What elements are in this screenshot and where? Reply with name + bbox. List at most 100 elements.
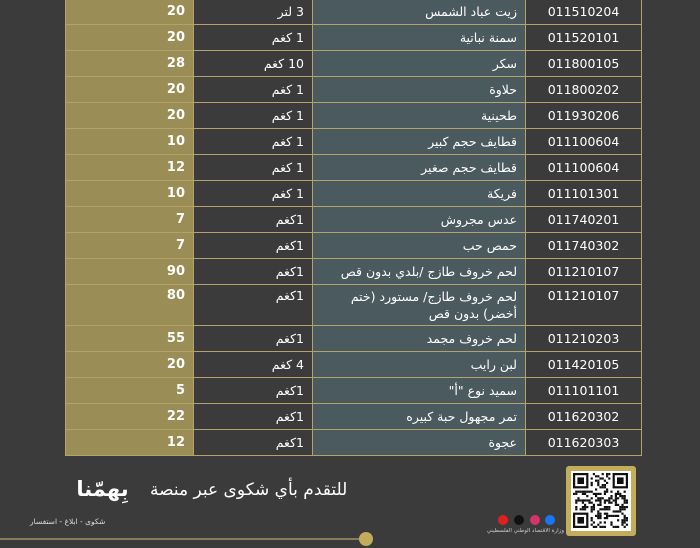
unit-cell: 1 كغم xyxy=(193,76,313,103)
name-cell: سكر xyxy=(312,50,526,77)
price-cell: 12 xyxy=(65,154,194,181)
unit-cell: 3 لتر xyxy=(193,0,313,25)
name-cell: تمر مجهول حبة كبيره xyxy=(312,403,526,430)
qr-module xyxy=(599,497,602,500)
qr-module xyxy=(614,497,617,500)
qr-module xyxy=(621,497,624,500)
price-cell: 20 xyxy=(65,102,194,129)
qr-module xyxy=(573,473,589,489)
qr-module xyxy=(610,497,613,500)
code-cell: 011800105 xyxy=(525,50,642,77)
table-row: 011101301 فريكة 1 كغم 10 xyxy=(65,180,642,207)
qr-module xyxy=(617,490,620,493)
unit-cell: 1كغم xyxy=(193,403,313,430)
code-cell: 011620302 xyxy=(525,403,642,430)
qr-module xyxy=(595,525,598,528)
unit-cell: 1كغم xyxy=(193,377,313,404)
youtube-icon[interactable] xyxy=(498,515,508,525)
table-row: 011210107 لحم خروف طازج/ مستورد (ختم أخضر… xyxy=(65,284,642,326)
name-cell: حلاوة xyxy=(312,76,526,103)
qr-module xyxy=(610,495,613,498)
unit-cell: 1كغم xyxy=(193,429,313,456)
qr-module xyxy=(619,510,622,513)
qr-module xyxy=(608,501,611,504)
qr-module xyxy=(621,523,624,526)
unit-cell: 4 كغم xyxy=(193,351,313,378)
name-cell: زيت عباد الشمس xyxy=(312,0,526,25)
qr-module xyxy=(595,514,598,517)
qr-module xyxy=(590,519,593,522)
qr-module xyxy=(606,473,609,476)
price-cell: 7 xyxy=(65,232,194,259)
qr-module xyxy=(581,501,584,504)
qr-module xyxy=(575,499,578,502)
qr-module xyxy=(579,508,582,511)
qr-module xyxy=(581,499,584,502)
x-icon[interactable] xyxy=(514,515,524,525)
qr-module xyxy=(623,508,626,511)
qr-module xyxy=(590,508,593,511)
facebook-icon[interactable] xyxy=(545,515,555,525)
qr-module xyxy=(588,490,591,493)
qr-module xyxy=(597,497,600,500)
qr-module xyxy=(612,525,615,528)
tagline: شكوى - ابلاغ - استفسار xyxy=(30,517,106,526)
qr-module xyxy=(610,501,613,504)
qr-module xyxy=(581,492,584,495)
qr-module xyxy=(588,499,591,502)
qr-module xyxy=(577,490,580,493)
qr-module xyxy=(621,512,624,515)
qr-module xyxy=(575,508,578,511)
qr-module xyxy=(575,490,578,493)
name-cell: لحم خروف طازج/ مستورد (ختم أخضر) بدون قص xyxy=(312,284,526,326)
qr-module xyxy=(584,492,587,495)
qr-code xyxy=(573,473,628,528)
code-cell: 011210203 xyxy=(525,325,642,352)
code-cell: 011800202 xyxy=(525,76,642,103)
qr-module xyxy=(610,521,613,524)
qr-module xyxy=(621,495,624,498)
qr-module xyxy=(592,503,595,506)
qr-module xyxy=(619,495,622,498)
qr-module xyxy=(610,514,613,517)
qr-module xyxy=(601,486,604,489)
qr-module xyxy=(625,517,628,520)
unit-cell: 1كغم xyxy=(193,325,313,352)
code-cell: 011100604 xyxy=(525,154,642,181)
qr-module xyxy=(595,475,598,478)
qr-module xyxy=(584,490,587,493)
qr-module xyxy=(595,488,598,491)
qr-module xyxy=(575,475,587,487)
qr-module xyxy=(608,497,611,500)
qr-module xyxy=(619,508,622,511)
qr-module xyxy=(603,501,606,504)
code-cell: 011930206 xyxy=(525,102,642,129)
table-row: 011520101 سمنة نباتية 1 كغم 20 xyxy=(65,24,642,51)
qr-module xyxy=(584,499,587,502)
table-row: 011510204 زيت عباد الشمس 3 لتر 20 xyxy=(65,0,642,25)
qr-module xyxy=(610,523,613,526)
qr-module xyxy=(601,484,604,487)
qr-module xyxy=(603,499,606,502)
name-cell: عدس مجروش xyxy=(312,206,526,233)
code-cell: 011620303 xyxy=(525,429,642,456)
qr-module xyxy=(592,492,595,495)
qr-module xyxy=(575,492,578,495)
qr-module xyxy=(619,506,622,509)
qr-module xyxy=(625,523,628,526)
qr-module xyxy=(623,514,626,517)
qr-module xyxy=(590,506,593,509)
qr-module xyxy=(592,473,595,476)
qr-module xyxy=(612,499,615,502)
qr-module xyxy=(606,475,609,478)
qr-module xyxy=(597,517,600,520)
qr-module xyxy=(584,503,587,506)
qr-module xyxy=(575,506,578,509)
instagram-icon[interactable] xyxy=(530,515,540,525)
qr-module xyxy=(601,477,604,480)
qr-module xyxy=(614,525,617,528)
qr-module xyxy=(606,481,609,484)
qr-module xyxy=(597,479,600,482)
qr-module xyxy=(621,519,624,522)
qr-module xyxy=(617,503,620,506)
